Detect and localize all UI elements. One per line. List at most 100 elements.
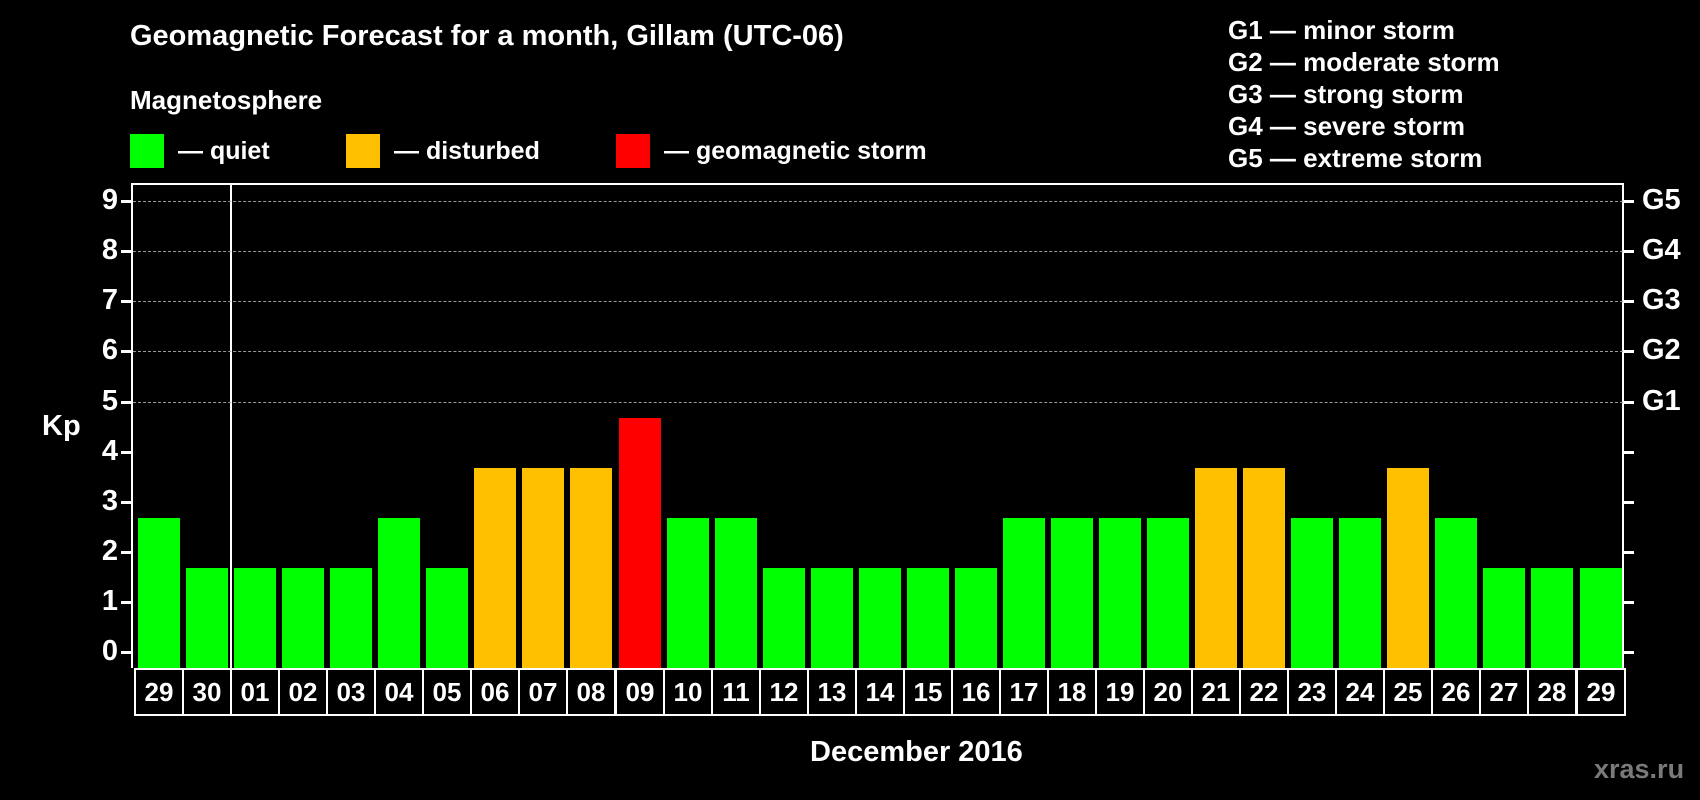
date-label: 27 (1479, 668, 1529, 716)
y-tick-label: 3 (101, 485, 118, 517)
bar-quiet (378, 518, 420, 668)
x-axis-label: December 2016 (810, 736, 1023, 768)
chart-title: Geomagnetic Forecast for a month, Gillam… (130, 20, 844, 52)
date-label: 24 (1335, 668, 1385, 716)
y-tick-right (1624, 501, 1634, 504)
date-label: 29 (1576, 668, 1626, 716)
legend-swatch-storm (616, 134, 650, 168)
bar-quiet (811, 568, 853, 668)
bar-quiet (907, 568, 949, 668)
bar-quiet (715, 518, 757, 668)
bar-quiet (426, 568, 468, 668)
date-label: 17 (999, 668, 1049, 716)
y-tick-right (1624, 601, 1634, 604)
bar-quiet (1003, 518, 1045, 668)
y-axis-label: Kp (42, 410, 81, 442)
bar-disturbed (1195, 468, 1237, 668)
y-tick-left (121, 250, 131, 253)
bar-quiet (330, 568, 372, 668)
date-label: 29 (134, 668, 184, 716)
y-tick-left (121, 350, 131, 353)
date-label: 08 (566, 668, 616, 716)
g-scale-label-g3: G3 (1642, 284, 1681, 316)
bar-disturbed (474, 468, 516, 668)
storm-scale-g5: G5 — extreme storm (1228, 143, 1483, 173)
legend-item-storm: — geomagnetic storm (616, 134, 927, 168)
storm-scale-g2: G2 — moderate storm (1228, 47, 1500, 77)
date-label: 25 (1383, 668, 1433, 716)
bar-quiet (1580, 568, 1622, 668)
storm-scale-legend: G1 — minor storm G2 — moderate storm G3 … (1228, 14, 1500, 174)
y-tick-right (1624, 200, 1634, 203)
y-tick-label: 0 (101, 635, 118, 667)
y-tick-label: 6 (101, 334, 118, 366)
date-label: 16 (951, 668, 1001, 716)
date-label: 02 (278, 668, 328, 716)
date-label: 05 (422, 668, 472, 716)
bar-quiet (763, 568, 805, 668)
date-label: 21 (1191, 668, 1241, 716)
legend-label: — geomagnetic storm (664, 136, 927, 165)
date-label: 30 (182, 668, 232, 716)
date-label: 20 (1143, 668, 1193, 716)
date-label: 11 (711, 668, 761, 716)
y-tick-right (1624, 651, 1634, 654)
date-label: 06 (470, 668, 520, 716)
y-tick-right (1624, 451, 1634, 454)
y-tick-left (121, 451, 131, 454)
gridline (133, 301, 1623, 302)
legend-swatch-quiet (130, 134, 164, 168)
bar-quiet (1051, 518, 1093, 668)
legend-label: — quiet (178, 136, 270, 165)
bar-quiet (1339, 518, 1381, 668)
chart-subtitle: Magnetosphere (130, 85, 323, 115)
bar-storm (619, 418, 661, 669)
plot-frame (131, 183, 1624, 668)
date-label: 23 (1287, 668, 1337, 716)
date-label: 19 (1095, 668, 1145, 716)
month-separator (230, 183, 232, 668)
bar-quiet (1099, 518, 1141, 668)
watermark: xras.ru (1594, 754, 1685, 784)
y-tick-left (121, 551, 131, 554)
y-tick-left (121, 501, 131, 504)
date-label: 18 (1047, 668, 1097, 716)
g-scale-label-g4: G4 (1642, 234, 1681, 266)
date-label: 22 (1239, 668, 1289, 716)
y-tick-right (1624, 551, 1634, 554)
date-label: 14 (855, 668, 905, 716)
y-tick-left (121, 200, 131, 203)
date-label: 28 (1527, 668, 1577, 716)
y-tick-label: 4 (101, 435, 118, 467)
date-label: 04 (374, 668, 424, 716)
date-label: 03 (326, 668, 376, 716)
legend-item-disturbed: — disturbed (346, 134, 540, 168)
g-scale-label-g2: G2 (1642, 334, 1681, 366)
date-label: 01 (230, 668, 280, 716)
y-tick-right (1624, 300, 1634, 303)
y-tick-left (121, 401, 131, 404)
legend-label: — disturbed (394, 136, 540, 165)
y-tick-label: 2 (101, 535, 118, 567)
y-tick-label: 9 (101, 184, 118, 216)
g-scale-label-g1: G1 (1642, 385, 1681, 417)
bar-quiet (1483, 568, 1525, 668)
y-tick-left (121, 601, 131, 604)
gridline (133, 251, 1623, 252)
y-tick-label: 5 (101, 385, 118, 417)
gridline (133, 201, 1623, 202)
bar-quiet (1291, 518, 1333, 668)
bar-quiet (667, 518, 709, 668)
y-tick-right (1624, 350, 1634, 353)
date-label: 26 (1431, 668, 1481, 716)
bar-disturbed (1243, 468, 1285, 668)
legend-item-quiet: — quiet (130, 134, 270, 168)
bar-quiet (186, 568, 228, 668)
bar-quiet (1435, 518, 1477, 668)
gridline (133, 402, 1623, 403)
date-label: 10 (663, 668, 713, 716)
date-label: 15 (903, 668, 953, 716)
bar-disturbed (1387, 468, 1429, 668)
y-tick-label: 7 (101, 284, 118, 316)
date-label: 13 (807, 668, 857, 716)
